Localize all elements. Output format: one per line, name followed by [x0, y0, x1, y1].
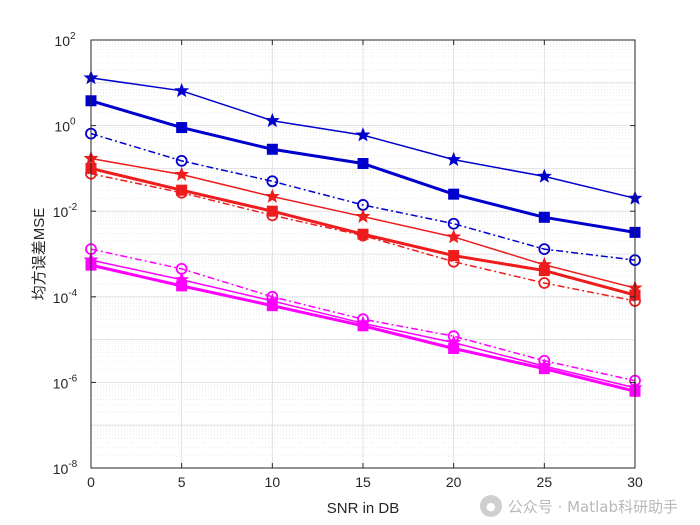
- circle-marker: [447, 217, 460, 230]
- circle-marker: [447, 255, 460, 268]
- y-tick-label: 102: [54, 31, 76, 49]
- y-tick-label: 10-8: [53, 459, 78, 477]
- circle-marker: [538, 277, 551, 289]
- square-marker: [176, 280, 188, 292]
- y-axis-label: 均方误差MSE: [31, 208, 48, 301]
- square-marker: [538, 211, 550, 223]
- x-tick-label: 5: [178, 474, 186, 490]
- square-marker: [357, 158, 369, 170]
- series-line: [90, 132, 636, 261]
- circle-marker: [175, 154, 188, 167]
- square-marker: [448, 342, 460, 354]
- circle-marker: [538, 243, 551, 256]
- square-marker: [266, 300, 278, 312]
- star-marker: [355, 208, 371, 223]
- y-tick-label: 10-6: [53, 373, 78, 391]
- square-marker: [448, 188, 460, 200]
- y-tick-label: 100: [54, 117, 76, 135]
- square-marker: [176, 122, 188, 134]
- x-tick-label: 25: [537, 474, 553, 490]
- x-tick-label: 20: [446, 474, 462, 490]
- square-marker: [448, 250, 460, 262]
- x-tick-label: 15: [355, 474, 371, 490]
- star-marker: [264, 112, 280, 128]
- square-marker: [538, 265, 550, 277]
- y-tick-label: 10-2: [53, 202, 78, 220]
- x-tick-label: 30: [627, 474, 643, 490]
- star-marker: [446, 151, 462, 167]
- star-marker: [446, 229, 462, 244]
- series-line: [90, 173, 636, 302]
- circle-marker: [266, 175, 279, 188]
- circle-marker: [266, 209, 279, 222]
- ticks: 0 5 10 15 20 25 30 10-8 10-6 10-4 10-2 100 102: [53, 31, 643, 490]
- star-marker: [264, 188, 280, 203]
- x-tick-label: 0: [87, 474, 95, 490]
- watermark: ● 公众号 · Matlab科研助手: [479, 495, 678, 517]
- x-axis-label: SNR in DB: [327, 500, 400, 517]
- x-tick-label: 10: [265, 474, 281, 490]
- star-marker: [536, 168, 552, 183]
- star-marker: [174, 166, 190, 181]
- star-marker: [174, 82, 190, 98]
- watermark-text: 公众号 · Matlab科研助手: [507, 497, 678, 516]
- square-marker: [357, 320, 369, 332]
- y-tick-label: 10-4: [53, 288, 78, 306]
- wechat-icon: ●: [479, 495, 502, 517]
- star-marker: [355, 127, 371, 142]
- square-marker: [538, 363, 550, 375]
- circle-marker: [357, 229, 369, 242]
- circle-marker: [175, 186, 188, 199]
- square-marker: [266, 143, 278, 155]
